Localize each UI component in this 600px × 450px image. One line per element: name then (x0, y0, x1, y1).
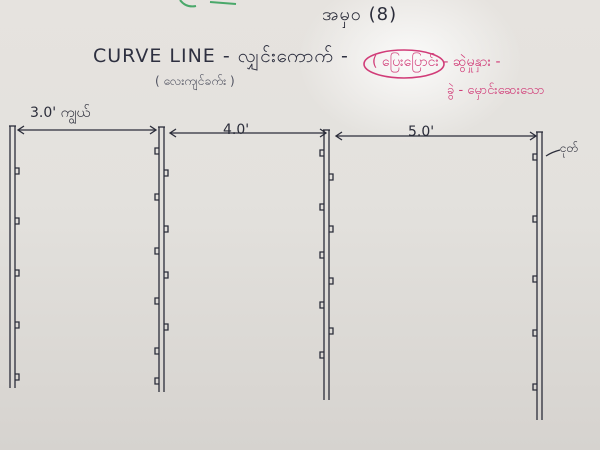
insulator (154, 297, 159, 305)
arrow-head-3a (334, 131, 343, 141)
pink-note-line-2: ခွဲ - မှောင်းဆေးသော (447, 83, 545, 98)
curve-line-title: CURVE LINE - လျှင်းကောက် - (93, 45, 349, 67)
pole-3 (319, 129, 334, 400)
pole-2 (154, 126, 169, 392)
spacing-label-1: 3.0' ကျွယ် (30, 105, 91, 121)
insulator (15, 321, 20, 329)
pink-note-line-1: ( ပြေးပြောင်း - ဆွဲမှုနှား - (372, 54, 501, 70)
insulator (329, 173, 334, 181)
insulator (15, 373, 20, 381)
insulator (319, 203, 324, 211)
pole-note-leader (545, 149, 561, 157)
insulator (319, 251, 324, 259)
heading-text: အမှ၀ (8) (322, 4, 398, 25)
pole-4 (532, 131, 543, 420)
insulator (532, 329, 537, 337)
pink-oval (363, 49, 445, 79)
insulator (319, 149, 324, 157)
insulator (319, 301, 324, 309)
pole-note-text: ငုတ် (560, 141, 579, 155)
insulator (164, 225, 169, 233)
insulator (154, 347, 159, 355)
pole-1 (9, 125, 20, 388)
curve-line-subtitle: ( လေးကျင်ခက်း ) (155, 74, 235, 88)
insulator (329, 277, 334, 285)
insulator (164, 271, 169, 279)
insulator (154, 147, 159, 155)
arrow-head-2b (319, 128, 328, 138)
insulator (329, 225, 334, 233)
arrow-head-1a (16, 125, 25, 135)
insulator (15, 167, 20, 175)
insulator (532, 275, 537, 283)
insulator (532, 153, 537, 161)
arrow-head-1b (149, 125, 158, 135)
insulator (15, 269, 20, 277)
insulator (154, 193, 159, 201)
insulator (154, 377, 159, 385)
insulator (164, 169, 169, 177)
insulator (532, 215, 537, 223)
insulator (532, 383, 537, 391)
green-mark (179, 0, 237, 8)
arrow-head-3b (529, 131, 538, 141)
spacing-label-2: 4.0' (223, 122, 250, 138)
insulator (164, 323, 169, 331)
insulator (329, 327, 334, 335)
insulator (15, 217, 20, 225)
insulator (154, 247, 159, 255)
insulator (319, 351, 324, 359)
dimension-arrows (16, 125, 561, 157)
arrow-head-2a (168, 128, 177, 138)
